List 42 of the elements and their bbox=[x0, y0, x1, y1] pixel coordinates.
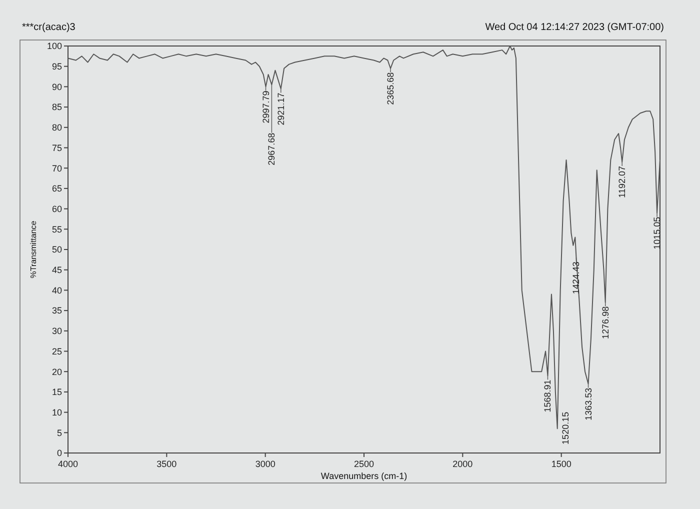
annotation: 1520.15 bbox=[560, 412, 570, 444]
annotation: 1424.43 bbox=[571, 262, 582, 294]
y-tick-label: 35 bbox=[52, 306, 62, 316]
x-tick-label: 1500 bbox=[551, 459, 572, 469]
y-tick-label: 15 bbox=[52, 387, 62, 398]
annotation: 1363.53 bbox=[583, 388, 594, 420]
y-tick-label: 30 bbox=[52, 326, 62, 336]
y-tick-label: 65 bbox=[52, 184, 62, 194]
annotation: 2967.68 bbox=[266, 132, 277, 166]
x-tick-label: 3500 bbox=[156, 459, 177, 469]
y-tick-label: 45 bbox=[52, 265, 62, 275]
y-tick-label: 75 bbox=[52, 142, 62, 153]
y-tick-label: 80 bbox=[52, 122, 62, 133]
x-tick-label: 2000 bbox=[452, 459, 473, 469]
y-tick-label: 70 bbox=[52, 163, 62, 174]
x-axis-title: Wavenumbers (cm-1) bbox=[320, 471, 408, 481]
y-tick-label: 90 bbox=[52, 82, 62, 92]
annotation: 1568.91 bbox=[542, 380, 553, 412]
chart-title: ***cr(acac)3 bbox=[22, 22, 76, 33]
y-tick-label: 50 bbox=[52, 244, 62, 255]
annotation: 2997.79 bbox=[260, 90, 271, 124]
y-tick-label: 40 bbox=[52, 285, 62, 296]
annotation: 1276.98 bbox=[600, 306, 610, 339]
y-tick-label: 10 bbox=[52, 407, 62, 418]
annotation: 2365.68 bbox=[386, 72, 396, 105]
x-tick-label: 2500 bbox=[354, 459, 374, 469]
y-tick-label: 20 bbox=[52, 366, 62, 377]
annotation: 1015.05 bbox=[652, 216, 662, 250]
annotation: 1192.07 bbox=[617, 166, 628, 198]
y-tick-label: 55 bbox=[52, 224, 62, 234]
y-tick-label: 25 bbox=[52, 346, 62, 356]
y-tick-label: 0 bbox=[56, 448, 62, 458]
x-tick-label: 3000 bbox=[255, 459, 276, 469]
y-tick-label: 100 bbox=[46, 41, 62, 52]
text: Wed Oct 04 12:14:27 2023 (GMT-07:00) bbox=[485, 22, 664, 33]
y-tick-label: 95 bbox=[52, 62, 62, 72]
y-tick-label: 5 bbox=[56, 428, 62, 438]
y-tick-label: 85 bbox=[52, 102, 62, 112]
y-tick-label: 60 bbox=[52, 204, 62, 214]
x-tick-label: 4000 bbox=[58, 459, 78, 469]
annotation: 2921.17 bbox=[276, 92, 286, 126]
y-axis-title: %Transmittance bbox=[29, 220, 38, 278]
